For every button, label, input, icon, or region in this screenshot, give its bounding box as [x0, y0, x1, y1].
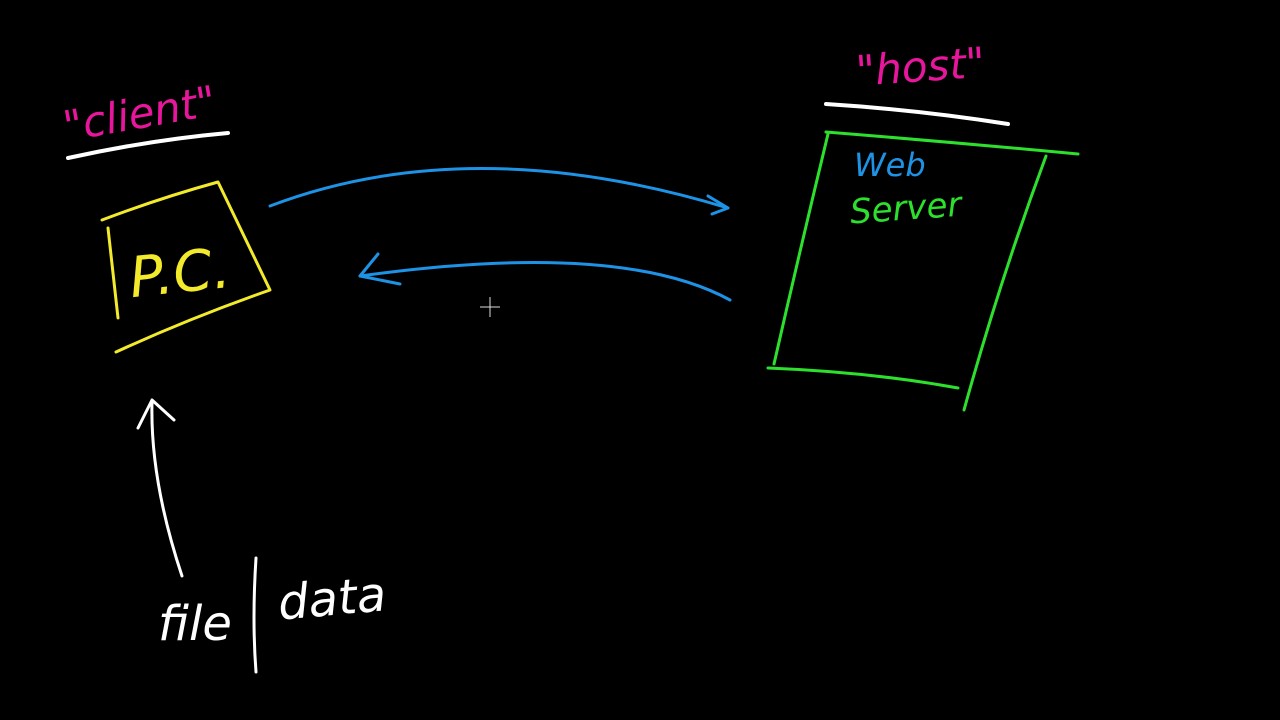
- client-group: "client" P.C.: [60, 76, 272, 354]
- host-box-left: [772, 132, 830, 366]
- data-text: data: [276, 566, 389, 631]
- host-box-bottom: [766, 366, 960, 390]
- file-data-annotation: file data: [136, 398, 389, 674]
- upload-arrow-line: [150, 400, 184, 578]
- host-server-text: Server: [849, 185, 965, 233]
- upload-arrowhead: [136, 398, 176, 430]
- client-device-label: P.C.: [126, 236, 233, 311]
- host-label-underline: [824, 102, 1010, 126]
- client-pc-box-side: [106, 226, 120, 320]
- response-arrow-line: [358, 261, 732, 302]
- host-label: "host": [854, 38, 986, 96]
- response-arrowhead: [358, 252, 402, 286]
- request-arrow-line: [268, 167, 730, 210]
- client-label-underline: [66, 131, 230, 160]
- crosshair-cursor-icon: [480, 297, 500, 317]
- request-arrow: [268, 167, 730, 216]
- response-arrow: [358, 252, 732, 302]
- client-label: "client": [60, 76, 220, 151]
- host-web-text: Web: [854, 146, 926, 184]
- host-box-right: [962, 154, 1048, 412]
- file-data-divider: [252, 556, 258, 674]
- request-arrowhead: [706, 194, 730, 216]
- host-box-top: [824, 130, 1080, 156]
- host-group: "host" Web Server: [766, 38, 1080, 412]
- client-pc-box-outer: [100, 180, 272, 354]
- file-text: file: [158, 596, 232, 652]
